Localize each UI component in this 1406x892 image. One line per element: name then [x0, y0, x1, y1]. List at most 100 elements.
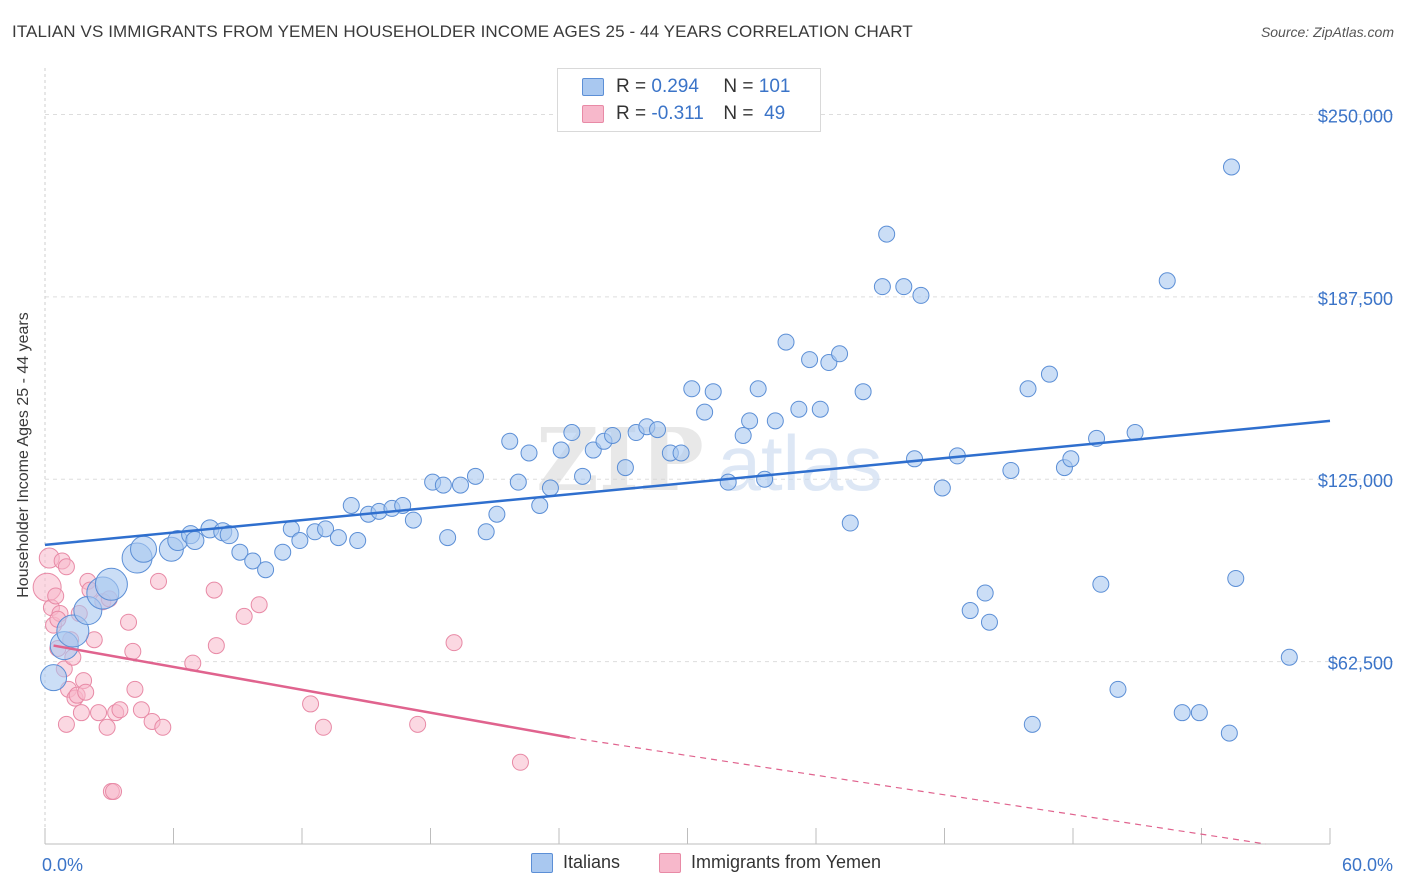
- data-point-italians: [574, 467, 592, 485]
- data-point-italians: [349, 532, 367, 550]
- n-value: 49: [764, 103, 786, 124]
- data-point-italians: [329, 529, 347, 547]
- data-point-italians: [317, 520, 335, 538]
- source-credit: Source: ZipAtlas.com: [1260, 24, 1394, 40]
- data-point-italians: [741, 412, 759, 430]
- data-point-italians: [520, 444, 538, 462]
- x-tick-labels: 0.0% 60.0%: [42, 855, 1393, 875]
- data-point-italians: [1227, 569, 1245, 587]
- data-point-italians: [244, 552, 262, 570]
- data-point-yemen: [120, 613, 138, 631]
- legend-label-italians: Italians: [563, 852, 621, 872]
- data-point-italians: [130, 535, 158, 563]
- data-point-italians: [342, 497, 360, 515]
- data-point-italians: [1062, 450, 1080, 468]
- data-point-italians: [1220, 724, 1238, 742]
- x-tick-label-min: 0.0%: [42, 855, 83, 875]
- data-point-italians: [404, 511, 422, 529]
- y-axis-label: Householder Income Ages 25 - 44 years: [15, 312, 32, 598]
- legend-swatch-blue: [582, 78, 604, 96]
- data-point-italians: [933, 479, 951, 497]
- data-point-italians: [40, 664, 68, 692]
- data-point-yemen: [111, 701, 129, 719]
- data-point-italians: [801, 351, 819, 369]
- r-label: R =: [616, 76, 647, 97]
- data-point-italians: [509, 473, 527, 491]
- data-point-yemen: [47, 587, 65, 605]
- data-point-italians: [451, 476, 469, 494]
- data-point-italians: [912, 286, 930, 304]
- chart-title: ITALIAN VS IMMIGRANTS FROM YEMEN HOUSEHO…: [12, 22, 913, 41]
- data-point-italians: [961, 602, 979, 620]
- data-point-italians: [94, 567, 128, 601]
- data-point-italians: [231, 543, 249, 561]
- data-point-italians: [766, 412, 784, 430]
- data-point-italians: [683, 380, 701, 398]
- series-italians: [40, 158, 1298, 742]
- r-value: -0.311: [651, 103, 704, 124]
- data-point-italians: [501, 432, 519, 450]
- y-tick-label: $250,000: [1318, 106, 1393, 126]
- legend-swatch-pink: [582, 105, 604, 123]
- data-point-yemen: [511, 753, 529, 771]
- legend-item-yemen[interactable]: Immigrants from Yemen: [659, 852, 881, 873]
- y-tick-labels: $62,500 $125,000 $187,500 $250,000: [1318, 106, 1393, 673]
- data-point-yemen: [205, 581, 223, 599]
- data-point-yemen: [57, 715, 75, 733]
- data-point-italians: [873, 278, 891, 296]
- data-point-italians: [1002, 461, 1020, 479]
- n-label: N =: [723, 76, 754, 97]
- data-point-yemen: [445, 634, 463, 652]
- data-point-italians: [1280, 648, 1298, 666]
- data-point-italians: [895, 278, 913, 296]
- data-point-italians: [976, 584, 994, 602]
- data-point-italians: [488, 505, 506, 523]
- data-point-italians: [811, 400, 829, 418]
- series-yemen: [32, 547, 529, 800]
- data-point-italians: [1040, 365, 1058, 383]
- data-point-italians: [616, 459, 634, 477]
- x-tick-label-max: 60.0%: [1342, 855, 1393, 875]
- r-value: 0.294: [651, 76, 699, 97]
- data-point-italians: [841, 514, 859, 532]
- data-point-italians: [704, 383, 722, 401]
- data-point-italians: [1158, 272, 1176, 290]
- data-point-italians: [563, 424, 581, 442]
- data-point-italians: [790, 400, 808, 418]
- data-point-yemen: [132, 701, 150, 719]
- data-point-italians: [604, 426, 622, 444]
- legend-item-italians[interactable]: Italians: [531, 852, 620, 873]
- data-point-italians: [1092, 575, 1110, 593]
- data-point-italians: [854, 383, 872, 401]
- data-point-italians: [1190, 704, 1208, 722]
- data-point-italians: [672, 444, 690, 462]
- n-value: 101: [758, 76, 791, 97]
- r-label: R =: [616, 103, 647, 124]
- series-legend: Italians Immigrants from Yemen: [0, 852, 1406, 876]
- legend-label-yemen: Immigrants from Yemen: [691, 852, 882, 872]
- data-point-italians: [466, 467, 484, 485]
- data-point-yemen: [314, 718, 332, 736]
- data-point-yemen: [90, 704, 108, 722]
- data-point-italians: [274, 543, 292, 561]
- data-point-yemen: [302, 695, 320, 713]
- data-point-italians: [696, 403, 714, 421]
- watermark: ZIP atlas: [536, 410, 882, 511]
- data-point-italians: [434, 476, 452, 494]
- data-point-italians: [1019, 380, 1037, 398]
- legend-swatch-pink: [659, 852, 681, 873]
- data-point-italians: [291, 532, 309, 550]
- y-tick-label: $187,500: [1318, 289, 1393, 309]
- data-point-yemen: [154, 718, 172, 736]
- data-point-yemen: [235, 607, 253, 625]
- trend-line-yemen-extension: [569, 736, 1266, 845]
- data-point-italians: [906, 450, 924, 468]
- data-point-italians: [777, 333, 795, 351]
- y-tick-label: $62,500: [1328, 654, 1393, 674]
- data-point-italians: [477, 523, 495, 541]
- correlation-legend: R = 0.294 N = 101 R = -0.311 N = 49: [557, 68, 821, 132]
- data-point-yemen: [98, 718, 116, 736]
- data-point-yemen: [57, 558, 75, 576]
- data-point-italians: [185, 531, 205, 551]
